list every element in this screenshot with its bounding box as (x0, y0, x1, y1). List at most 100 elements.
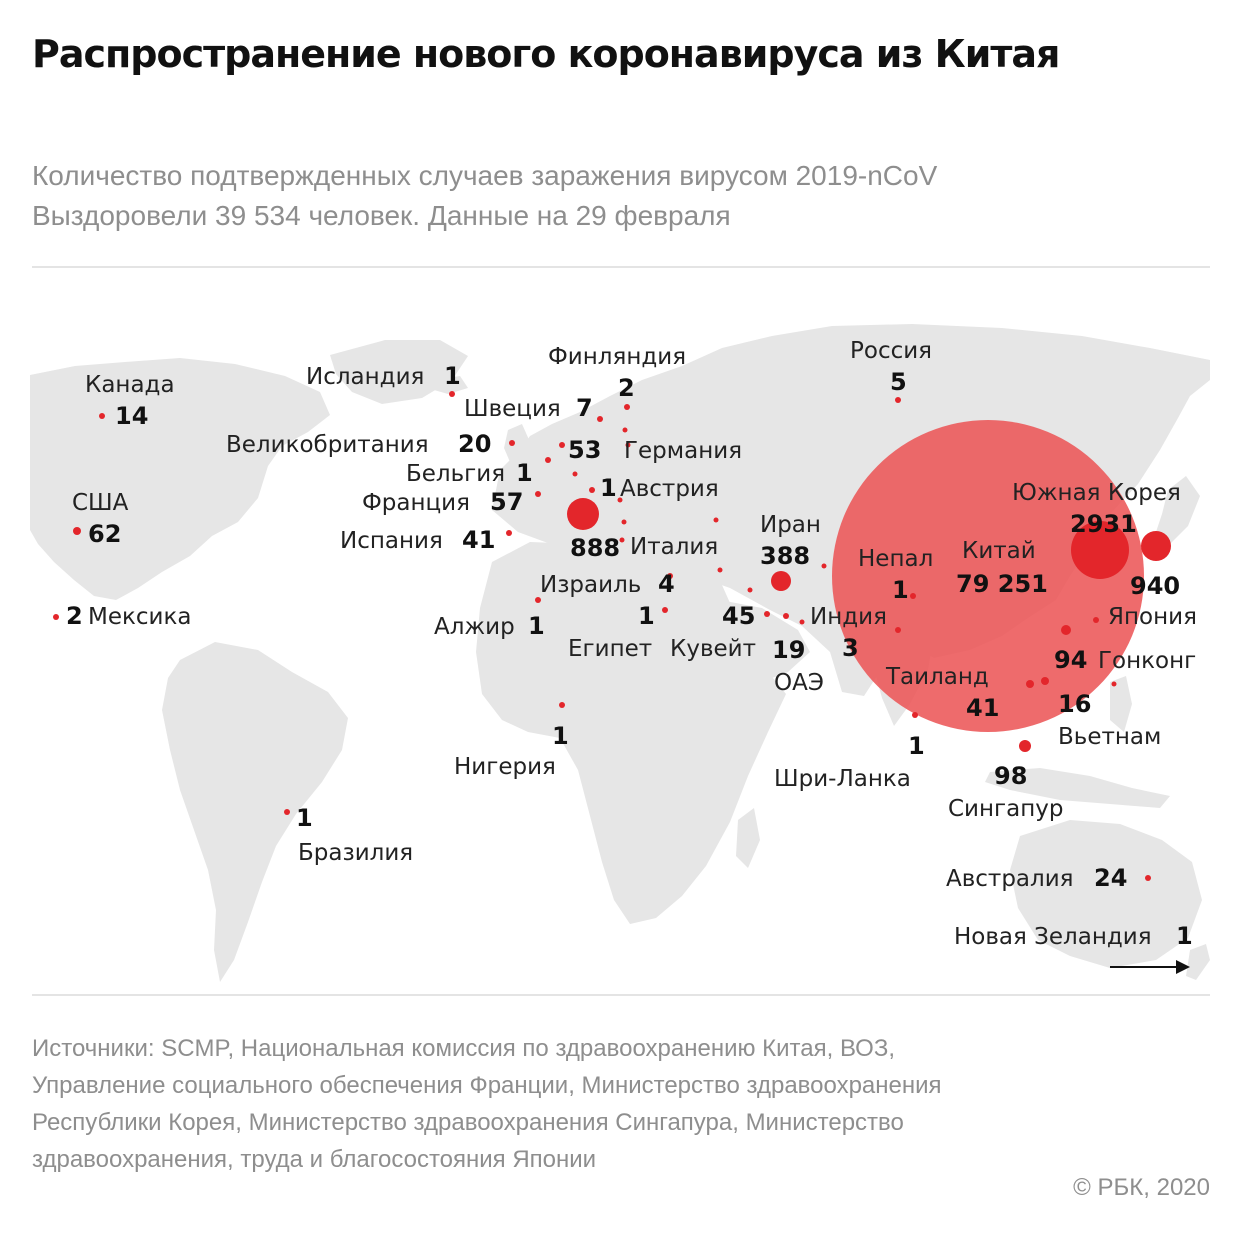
label-iceland-cases: 1 (444, 362, 461, 390)
label-egypt-cases: 1 (638, 602, 655, 630)
marker-russia (895, 397, 901, 403)
label-mexico-name: Мексика (88, 604, 191, 630)
label-hong-kong-name: Гонконг (1098, 648, 1196, 674)
label-canada-cases: 14 (115, 402, 148, 430)
label-vietnam-cases: 16 (1058, 690, 1091, 718)
marker-extra-3 (572, 471, 578, 477)
label-finland-cases: 2 (618, 374, 635, 402)
marker-belgium (545, 457, 551, 463)
marker-extra-1 (622, 427, 628, 433)
label-canada-name: Канада (85, 372, 175, 398)
marker-sri-lanka (912, 712, 918, 718)
marker-kuwait (764, 611, 770, 617)
label-india-cases: 3 (842, 634, 859, 662)
copyright: © РБК, 2020 (1073, 1174, 1210, 1201)
marker-hong-kong (1061, 625, 1071, 635)
label-germany-cases: 53 (568, 436, 601, 464)
marker-finland (624, 404, 630, 410)
label-austria-name: Австрия (620, 476, 719, 502)
label-japan-cases: 940 (1130, 572, 1180, 600)
label-belgium-name: Бельгия (406, 461, 505, 487)
label-south-korea-name: Южная Корея (1012, 480, 1181, 506)
label-spain-name: Испания (340, 528, 443, 554)
label-nigeria-name: Нигерия (454, 754, 556, 780)
label-sweden-cases: 7 (576, 394, 593, 422)
subtitle-line-1: Количество подтвержденных случаев зараже… (32, 160, 938, 191)
label-india-name: Индия (810, 604, 887, 630)
land-japan (1154, 476, 1200, 548)
marker-japan (1141, 531, 1171, 561)
marker-vietnam (1041, 677, 1049, 685)
marker-france (535, 491, 541, 497)
land-south-america (162, 642, 348, 982)
label-france-cases: 57 (490, 488, 523, 516)
label-uk-name: Великобритания (226, 432, 429, 458)
label-australia-name: Австралия (946, 866, 1074, 892)
label-austria-cases: 1 (600, 474, 617, 502)
label-algeria-cases: 1 (528, 612, 545, 640)
label-kuwait-name: Кувейт (670, 636, 756, 662)
arrow-head-icon (1176, 960, 1190, 974)
marker-iran (771, 571, 791, 591)
marker-extra-10 (799, 619, 805, 625)
label-uk-cases: 20 (458, 430, 491, 458)
label-france-name: Франция (362, 490, 470, 516)
land-australia (1010, 820, 1202, 968)
label-thailand-cases: 41 (966, 694, 999, 722)
china-bubble (832, 420, 1144, 732)
label-iceland-name: Исландия (306, 364, 424, 390)
label-russia-cases: 5 (890, 368, 907, 396)
label-sweden-name: Швеция (464, 396, 561, 422)
label-brazil-name: Бразилия (298, 840, 413, 866)
land-new-zealand (1186, 944, 1210, 980)
marker-extra-12 (1111, 681, 1117, 687)
label-kuwait-cases: 45 (722, 602, 755, 630)
marker-uae (783, 613, 789, 619)
marker-extra-8 (717, 567, 723, 573)
label-usa-cases: 62 (88, 520, 121, 548)
land-philippines (1110, 676, 1132, 732)
land-greenland (330, 340, 468, 404)
label-uae-cases: 19 (772, 636, 805, 664)
subtitle-line-2: Выздоровели 39 534 человек. Данные на 29… (32, 200, 731, 231)
label-egypt-name: Египет (568, 636, 652, 662)
label-italy-name: Италия (630, 534, 718, 560)
label-algeria-name: Алжир (434, 614, 515, 640)
label-vietnam-name: Вьетнам (1058, 724, 1161, 750)
marker-extra-2 (625, 442, 631, 448)
label-sri-lanka-cases: 1 (908, 732, 925, 760)
label-sri-lanka-name: Шри-Ланка (774, 766, 911, 792)
marker-australia (1145, 875, 1151, 881)
marker-japan-dot (1093, 617, 1099, 623)
page-subtitle: Количество подтвержденных случаев зараже… (32, 156, 1212, 236)
marker-iceland (449, 391, 455, 397)
label-mexico-cases: 2 (66, 602, 83, 630)
land-uk (504, 424, 530, 462)
marker-extra-7 (713, 517, 719, 523)
marker-algeria (535, 597, 541, 603)
label-new-zealand-name: Новая Зеландия (954, 924, 1152, 950)
marker-india (895, 627, 901, 633)
label-russia-name: Россия (850, 338, 932, 364)
label-finland-name: Финляндия (548, 344, 686, 370)
marker-nigeria (559, 702, 565, 708)
label-spain-cases: 41 (462, 526, 495, 554)
new-zealand-arrow (1110, 960, 1190, 974)
label-south-korea-cases: 2931 (1070, 510, 1137, 538)
land-iceland (434, 376, 468, 394)
marker-sweden (597, 416, 603, 422)
marker-canada (99, 413, 105, 419)
marker-nepal (910, 593, 916, 599)
label-thailand-name: Таиланд (885, 664, 989, 690)
label-nepal-cases: 1 (892, 576, 909, 604)
marker-thailand (1026, 680, 1034, 688)
marker-extra-9 (747, 587, 753, 593)
china-circle (832, 420, 1144, 732)
label-hong-kong-cases: 94 (1054, 646, 1087, 674)
marker-spain (506, 530, 512, 536)
marker-extra-11 (821, 563, 827, 569)
label-israel-cases: 4 (658, 570, 675, 598)
label-israel-name: Израиль (540, 572, 641, 598)
sources-text: Источники: SCMP, Национальная комиссия п… (32, 1035, 942, 1173)
label-singapore-name: Сингапур (948, 796, 1063, 822)
